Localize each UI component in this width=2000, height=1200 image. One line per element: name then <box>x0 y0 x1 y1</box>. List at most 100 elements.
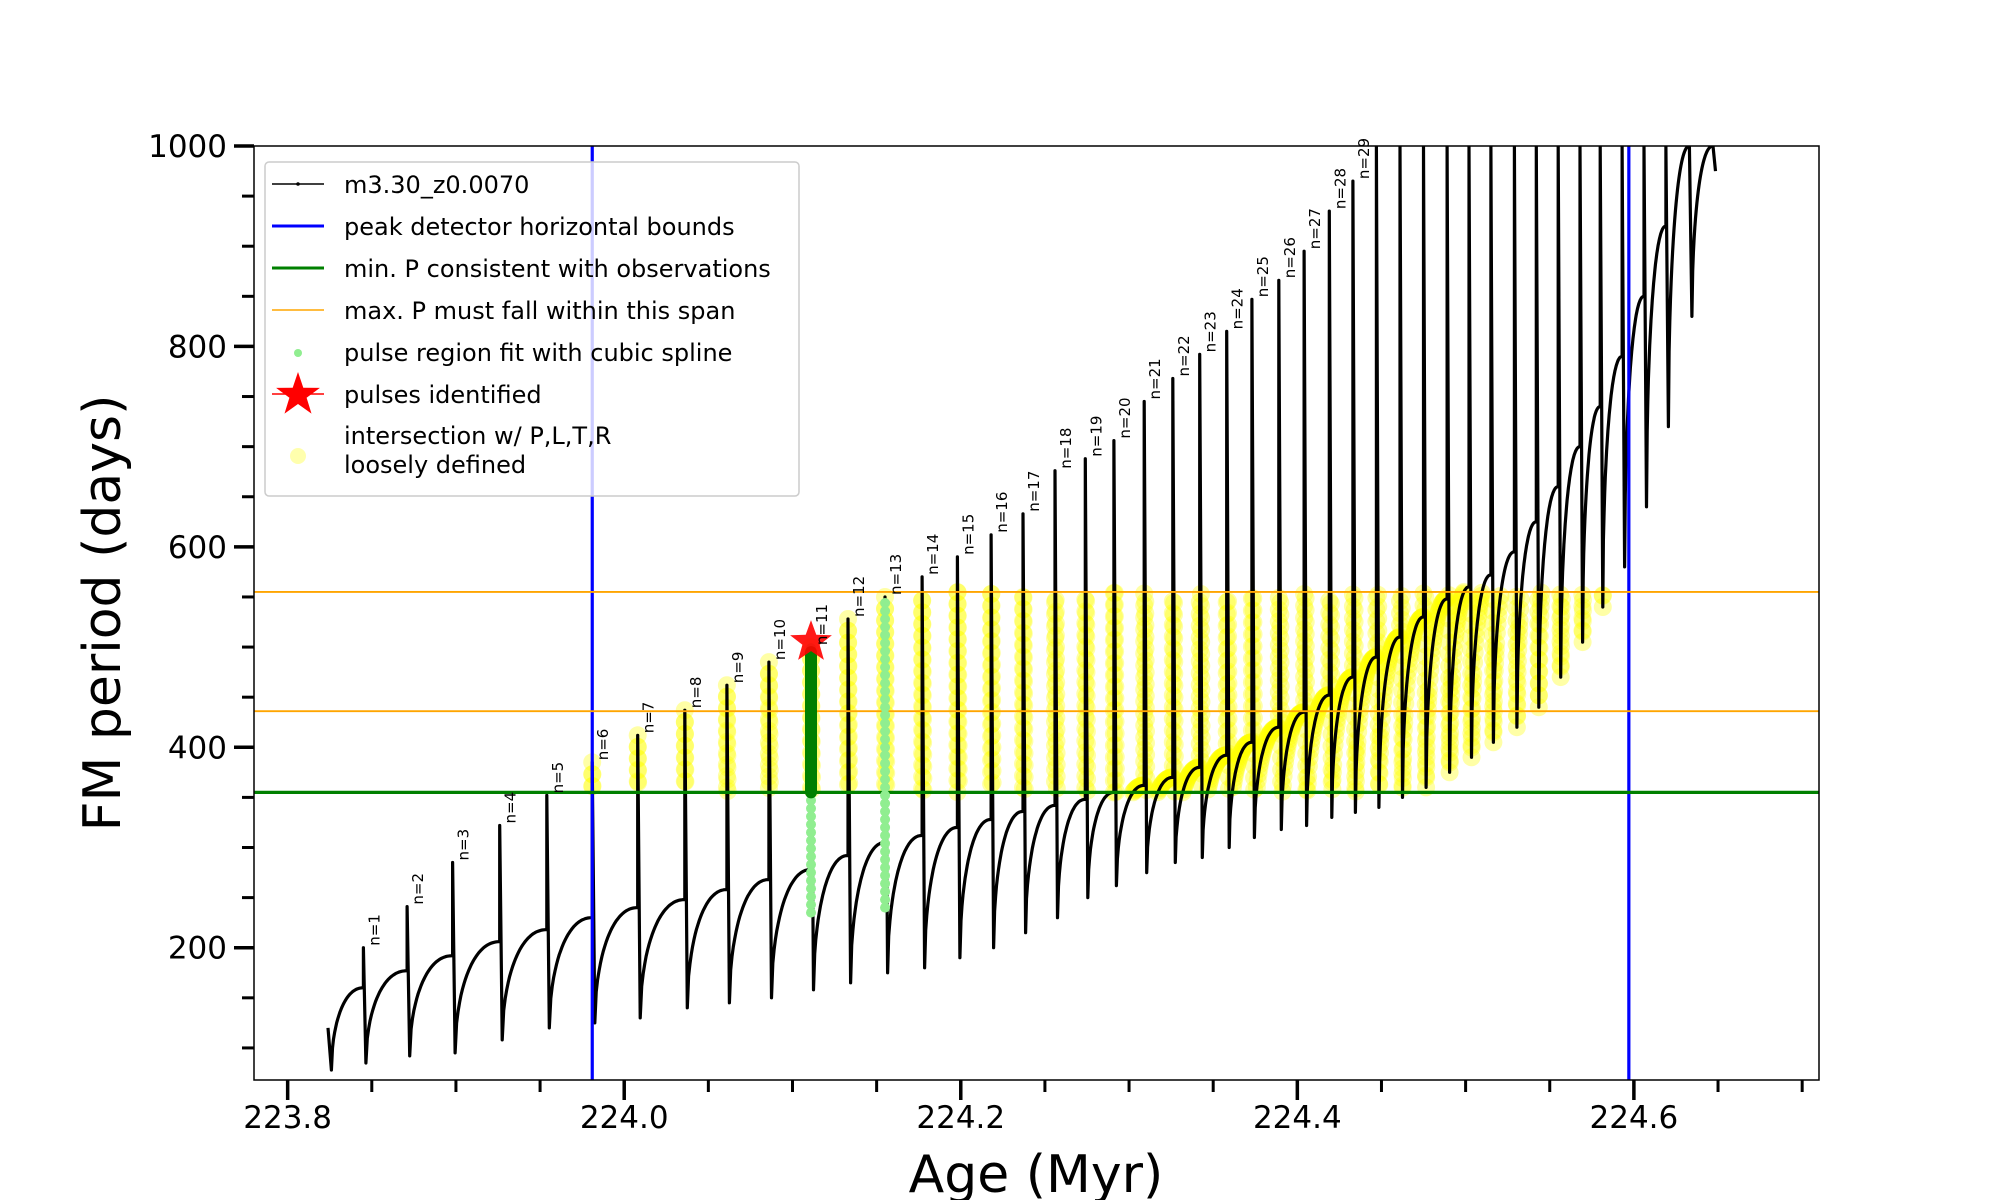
spline-fit-point <box>880 742 891 753</box>
legend-label: min. P consistent with observations <box>344 255 771 283</box>
spline-fit-point <box>880 726 891 737</box>
x-axis-label: Age (Myr) <box>909 1145 1164 1200</box>
pulse-label: n=29 <box>1355 138 1373 179</box>
spline-fit-point <box>806 859 817 870</box>
legend-item-min-p: min. P consistent with observations <box>272 255 771 283</box>
legend-label: m3.30_z0.0070 <box>344 171 529 199</box>
spline-fit-point <box>806 907 817 918</box>
identified-pulse-markers <box>790 620 832 660</box>
pulse-label: n=26 <box>1281 237 1299 278</box>
x-tick-label: 224.2 <box>916 1100 1005 1136</box>
pulse-label: n=5 <box>549 762 567 794</box>
legend-item-pulses: pulses identified <box>272 372 542 414</box>
legend-item-spline: pulse region fit with cubic spline <box>294 339 732 367</box>
legend: m3.30_z0.0070 peak detector horizontal b… <box>264 161 800 497</box>
x-axis: 223.8 224.0 224.2 224.4 224.6 <box>243 1080 1804 1136</box>
y-axis: 200 400 600 800 1000 <box>148 129 254 1050</box>
spline-fit-point <box>806 795 817 806</box>
spline-fit-point <box>880 814 891 825</box>
y-tick-label: 1000 <box>148 129 227 165</box>
legend-green-dot-icon <box>294 349 302 357</box>
spline-fit-point <box>806 891 817 902</box>
identified-pulse-star <box>790 620 832 660</box>
pulse-label: n=1 <box>365 914 383 946</box>
pulse-label: n=17 <box>1025 471 1043 512</box>
spline-fit-point <box>880 750 891 761</box>
spline-fit-point <box>806 883 817 894</box>
spline-fit-point <box>880 854 891 865</box>
x-tick-label: 224.0 <box>580 1100 669 1136</box>
spline-fit-point <box>880 798 891 809</box>
spline-fit-point <box>806 803 817 814</box>
pulse-label: n=16 <box>993 492 1011 533</box>
legend-marker-icon <box>296 182 300 186</box>
spline-fit-point <box>880 630 891 641</box>
spline-fit-point <box>880 766 891 777</box>
y-tick-label: 600 <box>168 530 227 566</box>
series-line <box>326 146 1718 1072</box>
spline-fit-point <box>880 622 891 633</box>
spline-fit-point <box>806 867 817 878</box>
spline-fit-points <box>805 597 891 918</box>
pulse-label: n=14 <box>924 534 942 575</box>
legend-item-bounds: peak detector horizontal bounds <box>272 213 735 241</box>
legend-item-max-span: max. P must fall within this span <box>272 297 735 325</box>
legend-label: max. P must fall within this span <box>344 297 735 325</box>
legend-label: peak detector horizontal bounds <box>344 213 735 241</box>
spline-fit-point <box>880 597 891 608</box>
plot-frame <box>253 145 1820 1081</box>
pulse-label: n=23 <box>1202 311 1220 352</box>
spline-fit-point <box>806 843 817 854</box>
pulse-label: n=11 <box>813 604 831 645</box>
x-tick-label: 224.4 <box>1253 1100 1342 1136</box>
legend-item-series: m3.30_z0.0070 <box>272 171 529 199</box>
pulse-label: n=18 <box>1057 428 1075 469</box>
pulse-label: n=7 <box>640 702 658 734</box>
pulse-label: n=24 <box>1229 288 1247 329</box>
pulse-label: n=3 <box>455 829 473 861</box>
spline-fit-point <box>880 710 891 721</box>
spline-fit-point <box>880 638 891 649</box>
pulse-label: n=10 <box>771 619 789 660</box>
spline-fit-point <box>880 878 891 889</box>
spline-fit-point <box>880 822 891 833</box>
pulse-label: n=28 <box>1331 168 1349 209</box>
pulse-label: n=13 <box>887 554 905 595</box>
spline-fit-point <box>880 686 891 697</box>
spline-fit-point <box>880 774 891 785</box>
pulse-label: n=25 <box>1254 256 1272 297</box>
pulse-label: n=9 <box>729 652 747 684</box>
legend-label: pulse region fit with cubic spline <box>344 339 732 367</box>
pulse-label: n=4 <box>502 792 520 824</box>
legend-star-icon <box>276 372 320 414</box>
spline-fit-point <box>880 718 891 729</box>
spline-fit-point <box>880 734 891 745</box>
legend-label: pulses identified <box>344 381 542 409</box>
legend-item-intersection: intersection w/ P,L,T,R loosely defined <box>290 422 611 479</box>
spline-fit-point <box>880 902 891 913</box>
legend-label: intersection w/ P,L,T,R <box>344 422 611 450</box>
spline-fit-point <box>880 758 891 769</box>
spline-fit-point <box>806 899 817 910</box>
spline-fit-point <box>880 646 891 657</box>
pulse-label: n=27 <box>1306 208 1324 249</box>
spline-fit-point <box>880 605 891 616</box>
reference-lines <box>254 146 1819 1080</box>
pulse-label: n=21 <box>1146 358 1164 399</box>
spline-fit-point <box>880 670 891 681</box>
pulse-label: n=2 <box>409 873 427 905</box>
pulse-label: n=15 <box>959 514 977 555</box>
x-tick-label: 224.6 <box>1590 1100 1679 1136</box>
spline-fit-point <box>806 875 817 886</box>
y-axis-label: FM period (days) <box>73 395 133 832</box>
pulse-label: n=20 <box>1116 397 1134 438</box>
y-tick-label: 200 <box>168 931 227 967</box>
spline-fit-point <box>880 830 891 841</box>
spline-fit-point <box>880 702 891 713</box>
spline-fit-point <box>880 662 891 673</box>
pulse-label: n=6 <box>594 729 612 761</box>
pulse-label: n=12 <box>850 576 868 617</box>
spline-fit-point <box>806 827 817 838</box>
pulse-label: n=19 <box>1087 416 1105 457</box>
